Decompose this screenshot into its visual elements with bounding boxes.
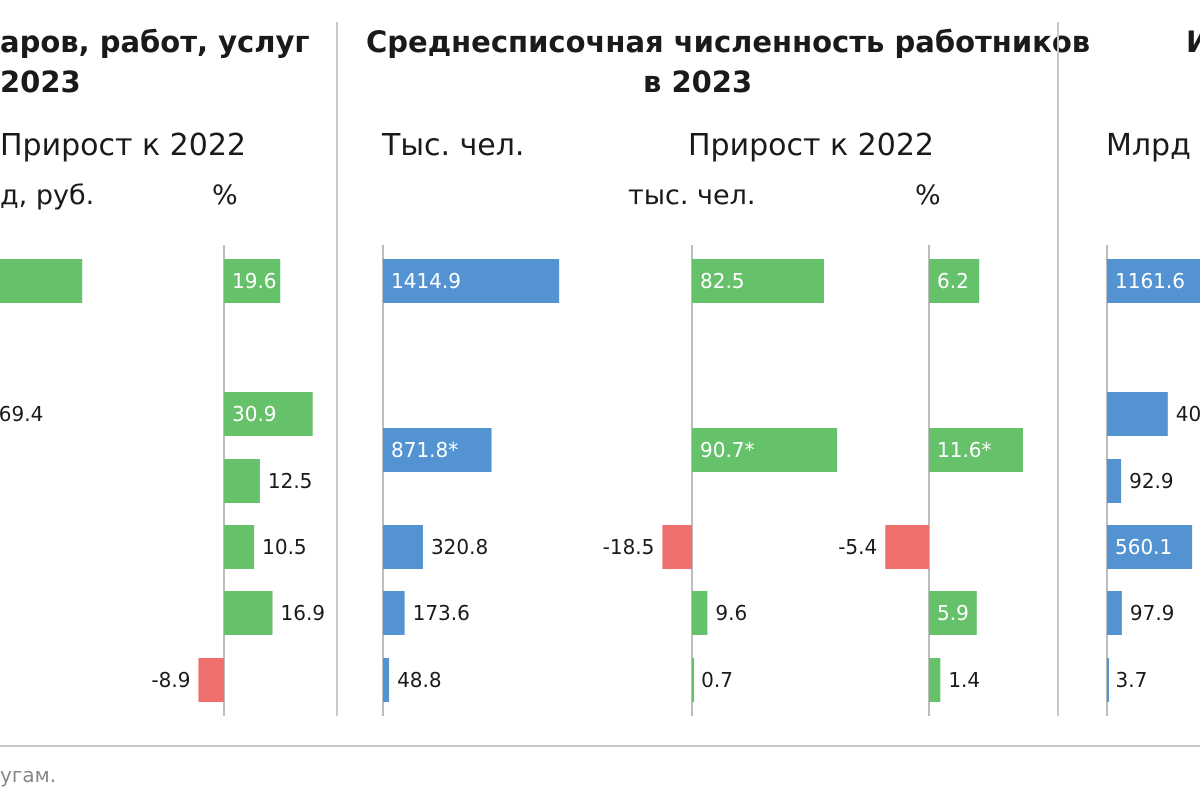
bar (1107, 259, 1200, 303)
bar (1107, 392, 1168, 436)
panel2-abs-subheader: тыс. чел. (628, 180, 756, 211)
data-label: -5.4 (838, 535, 877, 559)
panel1-title-line1: аров, работ, услуг (0, 25, 310, 59)
bar (692, 591, 708, 635)
bar (929, 658, 941, 702)
bar (929, 591, 977, 635)
panel3-title-line1: И (1186, 25, 1200, 59)
data-label: 16.9 (281, 601, 326, 625)
panel1-pct-subheader: % (212, 180, 238, 211)
data-label: -8.9 (151, 668, 190, 692)
data-label: 1.4 (948, 668, 980, 692)
bar (929, 259, 980, 303)
data-label: 11.6* (937, 438, 992, 462)
data-label: 30.9 (232, 402, 277, 426)
bar (224, 459, 260, 503)
panel2-units-header: Тыс. чел. (382, 128, 525, 163)
data-label: 5.9 (937, 601, 969, 625)
bar (224, 259, 281, 303)
panel-divider-2 (1057, 22, 1059, 716)
panel-divider-1 (336, 22, 338, 716)
data-label: 12.5 (268, 469, 313, 493)
panel1-title-line2: 2023 (0, 65, 81, 99)
data-label: 173.6 (413, 601, 470, 625)
data-label: 6.2 (937, 269, 969, 293)
bottom-divider (0, 745, 1200, 747)
bar (692, 259, 824, 303)
data-label: -18.5 (603, 535, 655, 559)
bar (224, 591, 273, 635)
data-label: 40 (1176, 402, 1200, 426)
data-label: 10.5 (262, 535, 307, 559)
bar (692, 428, 838, 472)
bar (383, 259, 560, 303)
panel2-title-line1: Среднесписочная численность работников (366, 25, 1091, 59)
bar (383, 428, 492, 472)
panel1-units-subheader: д, руб. (0, 180, 95, 211)
bar (383, 591, 405, 635)
data-label: 97.9 (1130, 601, 1175, 625)
bar (224, 392, 313, 436)
bar (224, 525, 255, 569)
bar (662, 525, 692, 569)
bar (692, 658, 694, 702)
footnote: угам. (0, 763, 57, 787)
data-label: 9.6 (715, 601, 747, 625)
data-label: 1161.6 (1115, 269, 1185, 293)
data-label: 1414.9 (391, 269, 461, 293)
bar (383, 658, 390, 702)
data-label: 92.9 (1129, 469, 1174, 493)
panel2-growth-header: Прирост к 2022 (688, 128, 935, 163)
bar (0, 259, 83, 303)
data-label: 871.8* (391, 438, 458, 462)
bar (1107, 525, 1193, 569)
panel1-growth-header: Прирост к 2022 (0, 128, 247, 163)
panel2-pct-subheader: % (915, 180, 941, 211)
data-label: 560.1 (1115, 535, 1172, 559)
data-label: 669.4 (0, 402, 43, 426)
bar (198, 658, 224, 702)
data-label: 3.7 (1116, 668, 1148, 692)
bar (885, 525, 929, 569)
data-label: 320.8 (431, 535, 488, 559)
data-label: 48.8 (397, 668, 442, 692)
bar (1107, 459, 1122, 503)
panel2-title-line2: в 2023 (643, 65, 753, 99)
data-label: 19.6 (232, 269, 277, 293)
bar (383, 525, 423, 569)
bar (1107, 591, 1122, 635)
data-label: 82.5 (700, 269, 745, 293)
data-label: 0.7 (701, 668, 733, 692)
bar (1107, 658, 1109, 702)
panel3-units-header: Млрд (1106, 128, 1191, 163)
bar (929, 428, 1023, 472)
data-label: 90.7* (700, 438, 755, 462)
